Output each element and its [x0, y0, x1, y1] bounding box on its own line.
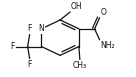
Text: N: N: [38, 24, 44, 33]
Text: F: F: [27, 60, 32, 69]
Text: O: O: [101, 8, 106, 17]
Text: CH₃: CH₃: [73, 61, 87, 70]
Text: F: F: [27, 24, 32, 33]
Text: F: F: [10, 42, 15, 51]
Text: NH₂: NH₂: [101, 41, 115, 50]
Text: OH: OH: [71, 2, 83, 11]
